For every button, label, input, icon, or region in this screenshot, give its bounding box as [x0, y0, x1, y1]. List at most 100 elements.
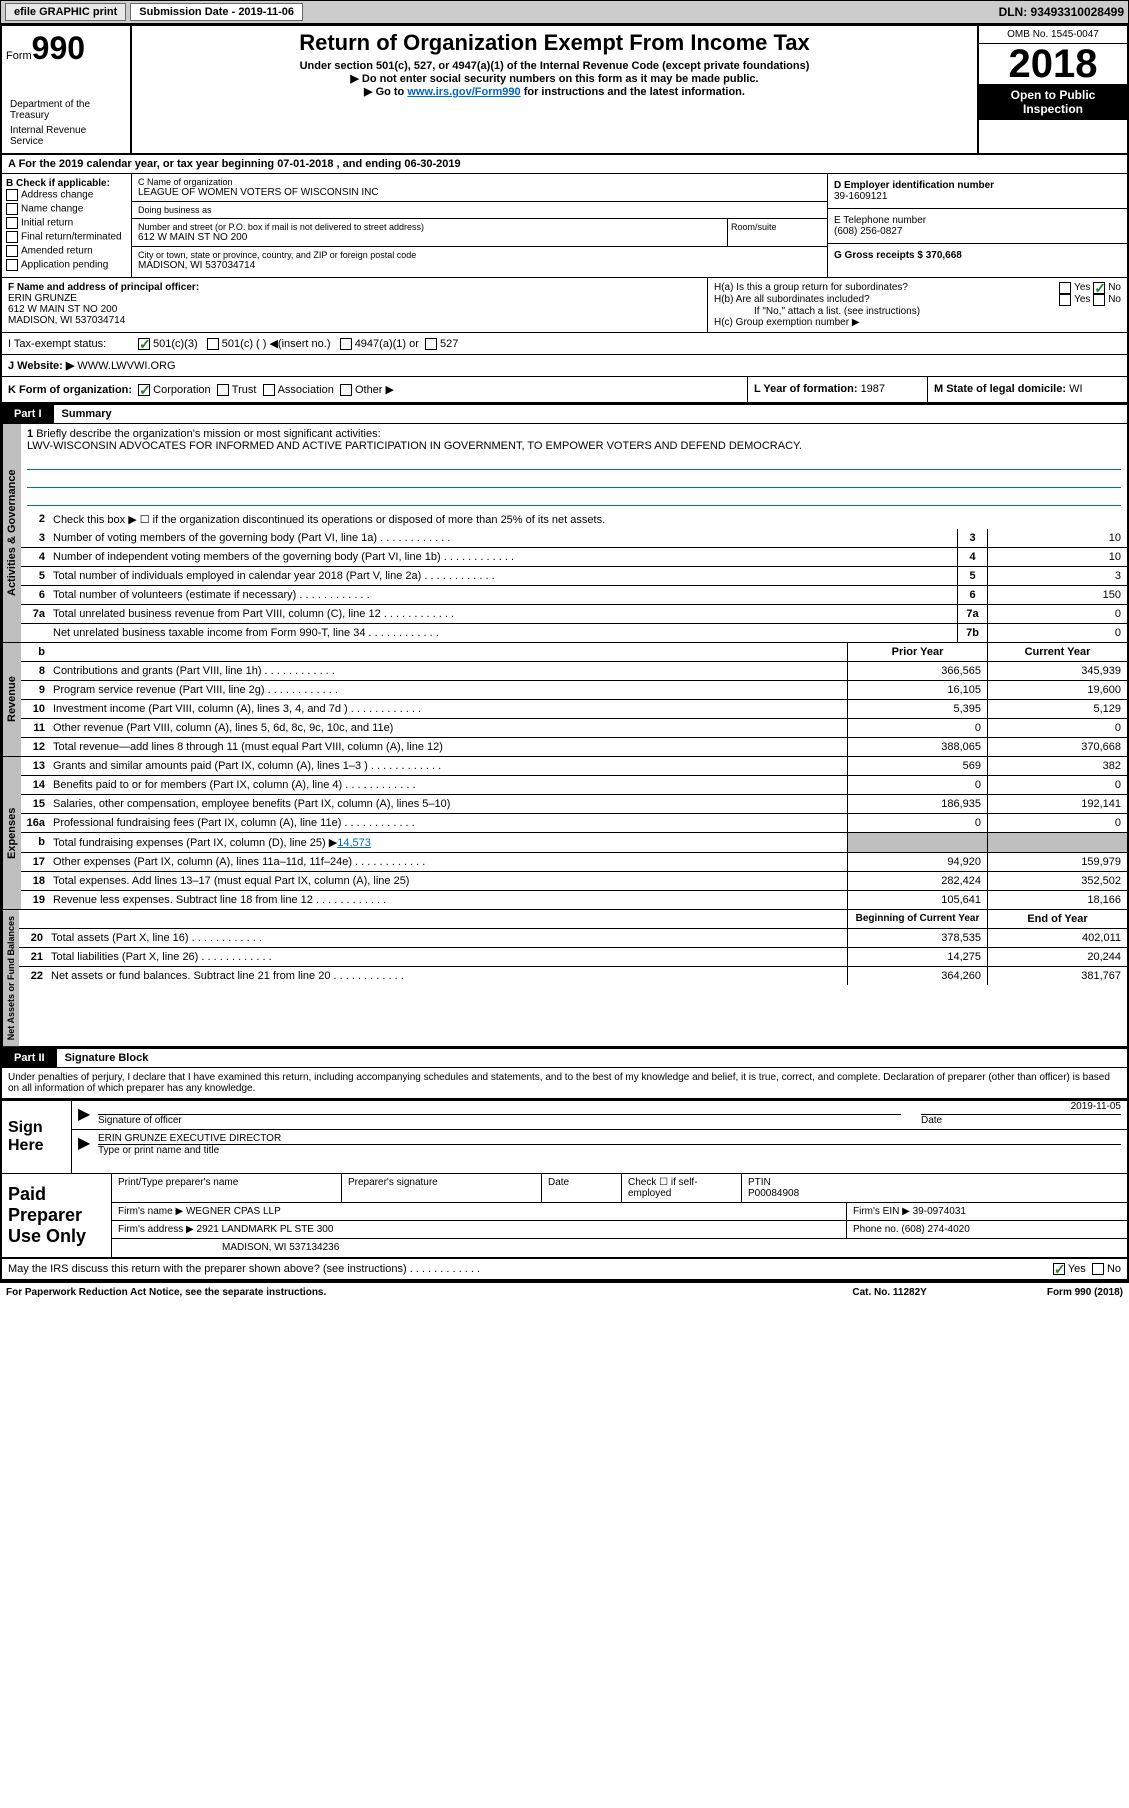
val-21-prior: 14,275 [847, 948, 987, 966]
mission: 1 Briefly describe the organization's mi… [21, 424, 1127, 510]
org-name: LEAGUE OF WOMEN VOTERS OF WISCONSIN INC [138, 187, 821, 198]
form-note2: ▶ Go to www.irs.gov/Form990 for instruct… [140, 85, 969, 98]
box-h: H(a) Is this a group return for subordin… [707, 278, 1127, 332]
website-row: J Website: ▶ WWW.LWVWI.ORG [2, 355, 1127, 377]
val-6: 150 [987, 586, 1127, 604]
form-title: Return of Organization Exempt From Incom… [140, 30, 969, 56]
form-number: Form990 [6, 30, 126, 67]
chk-ha-yes[interactable] [1059, 282, 1071, 294]
val-9-curr: 19,600 [987, 681, 1127, 699]
val-5: 3 [987, 567, 1127, 585]
box-d-e-g: D Employer identification number 39-1609… [827, 174, 1127, 277]
val-17-curr: 159,979 [987, 853, 1127, 871]
chk-corp[interactable] [138, 384, 150, 396]
chk-amended[interactable] [6, 245, 18, 257]
arrow-icon: ▶ [78, 1104, 98, 1126]
officer-name: ERIN GRUNZE EXECUTIVE DIRECTOR [98, 1133, 1121, 1144]
val-18-prior: 282,424 [847, 872, 987, 890]
inspection-notice: Open to PublicInspection [979, 84, 1127, 120]
val-12-prior: 388,065 [847, 738, 987, 756]
telephone: (608) 256-0827 [834, 226, 1121, 237]
netassets-section: Net Assets or Fund Balances Beginning of… [2, 910, 1127, 1048]
val-16a-curr: 0 [987, 814, 1127, 832]
val-17-prior: 94,920 [847, 853, 987, 871]
dln: DLN: 93493310028499 [999, 5, 1124, 19]
val-21-curr: 20,244 [987, 948, 1127, 966]
gross-receipts: G Gross receipts $ 370,668 [834, 250, 1121, 261]
page-footer: For Paperwork Reduction Act Notice, see … [0, 1283, 1129, 1302]
chk-other[interactable] [340, 384, 352, 396]
top-bar: efile GRAPHIC print Submission Date - 20… [0, 0, 1129, 24]
val-15-prior: 186,935 [847, 795, 987, 813]
ptin: P00084908 [748, 1188, 799, 1199]
box-c: C Name of organization LEAGUE OF WOMEN V… [132, 174, 827, 277]
chk-trust[interactable] [217, 384, 229, 396]
tax-status-row: I Tax-exempt status: 501(c)(3) 501(c) ( … [2, 333, 1127, 355]
city-state-zip: MADISON, WI 537034714 [138, 260, 821, 271]
k-l-m-row: K Form of organization: Corporation Trus… [2, 377, 1127, 404]
entity-info: B Check if applicable: Address change Na… [2, 174, 1127, 278]
submission-date: Submission Date - 2019-11-06 [130, 3, 303, 21]
chk-discuss-no[interactable] [1092, 1263, 1104, 1275]
fundraising-link[interactable]: 14,573 [337, 837, 371, 849]
val-10-curr: 5,129 [987, 700, 1127, 718]
val-13-curr: 382 [987, 757, 1127, 775]
chk-501c[interactable] [207, 338, 219, 350]
chk-4947[interactable] [340, 338, 352, 350]
efile-button[interactable]: efile GRAPHIC print [5, 3, 126, 21]
chk-assoc[interactable] [263, 384, 275, 396]
val-7a: 0 [987, 605, 1127, 623]
form-subtitle: Under section 501(c), 527, or 4947(a)(1)… [140, 60, 969, 72]
tax-year: 2018 [979, 44, 1127, 84]
chk-initial[interactable] [6, 217, 18, 229]
firm-name: WEGNER CPAS LLP [186, 1206, 281, 1217]
box-b: B Check if applicable: Address change Na… [2, 174, 132, 277]
val-4: 10 [987, 548, 1127, 566]
val-8-prior: 366,565 [847, 662, 987, 680]
firm-city: MADISON, WI 537134236 [112, 1239, 1127, 1256]
penalties-text: Under penalties of perjury, I declare th… [2, 1068, 1127, 1099]
val-19-prior: 105,641 [847, 891, 987, 909]
website-url: WWW.LWVWI.ORG [77, 360, 175, 372]
form-ref: Form 990 (2018) [1047, 1287, 1123, 1298]
val-11-prior: 0 [847, 719, 987, 737]
chk-address-change[interactable] [6, 189, 18, 201]
val-16a-prior: 0 [847, 814, 987, 832]
val-22-prior: 364,260 [847, 967, 987, 985]
part1-header: Part I Summary [2, 404, 1127, 424]
chk-discuss-yes[interactable] [1053, 1263, 1065, 1275]
firm-phone: (608) 274-4020 [901, 1224, 969, 1235]
chk-ha-no[interactable] [1093, 282, 1105, 294]
year-formation: 1987 [861, 383, 885, 395]
chk-501c3[interactable] [138, 338, 150, 350]
chk-name-change[interactable] [6, 203, 18, 215]
paid-preparer-section: Paid Preparer Use Only Print/Type prepar… [2, 1174, 1127, 1259]
val-14-curr: 0 [987, 776, 1127, 794]
val-20-curr: 402,011 [987, 929, 1127, 947]
part2-header: Part II Signature Block [2, 1048, 1127, 1068]
irs-link[interactable]: www.irs.gov/Form990 [407, 86, 520, 98]
chk-final[interactable] [6, 231, 18, 243]
chk-pending[interactable] [6, 259, 18, 271]
val-9-prior: 16,105 [847, 681, 987, 699]
chk-527[interactable] [425, 338, 437, 350]
sign-date: 2019-11-05 [1071, 1101, 1121, 1112]
expenses-section: Expenses 13Grants and similar amounts pa… [2, 757, 1127, 910]
room-suite: Room/suite [727, 219, 827, 246]
val-10-prior: 5,395 [847, 700, 987, 718]
governance-section: Activities & Governance 1 Briefly descri… [2, 424, 1127, 643]
period-row: A For the 2019 calendar year, or tax yea… [2, 155, 1127, 174]
chk-hb-yes[interactable] [1059, 294, 1071, 306]
ein: 39-1609121 [834, 191, 1121, 202]
box-f: F Name and address of principal officer:… [2, 278, 707, 332]
chk-hb-no[interactable] [1093, 294, 1105, 306]
val-13-prior: 569 [847, 757, 987, 775]
val-22-curr: 381,767 [987, 967, 1127, 985]
dept-irs: Internal Revenue Service [6, 123, 126, 149]
val-12-curr: 370,668 [987, 738, 1127, 756]
form-header: Form990 Department of the Treasury Inter… [2, 26, 1127, 155]
val-19-curr: 18,166 [987, 891, 1127, 909]
form-note1: ▶ Do not enter social security numbers o… [140, 72, 969, 85]
street-address: 612 W MAIN ST NO 200 [138, 232, 721, 243]
val-18-curr: 352,502 [987, 872, 1127, 890]
